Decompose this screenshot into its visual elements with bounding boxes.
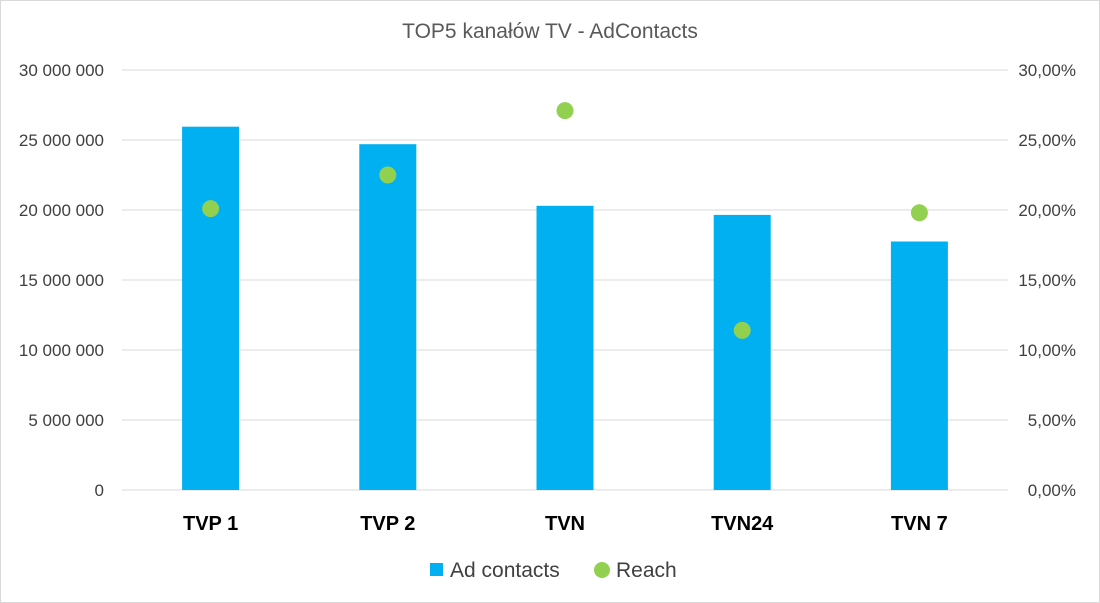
reach-points — [202, 102, 928, 339]
right-axis-tick-label: 0,00% — [1028, 481, 1076, 500]
reach-point — [379, 166, 397, 184]
reach-point — [202, 200, 220, 218]
category-label: TVN 7 — [891, 513, 948, 535]
reach-point — [733, 321, 751, 339]
left-axis-tick-label: 20 000 000 — [19, 201, 104, 220]
right-axis-tick-label: 20,00% — [1018, 201, 1076, 220]
left-axis-tick-label: 30 000 000 — [19, 61, 104, 80]
reach-point — [556, 102, 574, 120]
reach-point — [910, 204, 928, 222]
legend-reach-label: Reach — [616, 559, 677, 582]
legend-reach-swatch — [594, 562, 610, 578]
legend-ad-contacts-label: Ad contacts — [450, 559, 560, 582]
right-axis-tick-label: 10,00% — [1018, 341, 1076, 360]
bar — [536, 205, 594, 491]
bar — [890, 241, 948, 490]
category-label: TVP 1 — [183, 513, 238, 535]
right-axis-tick-label: 30,00% — [1018, 61, 1076, 80]
category-label: TVN24 — [711, 513, 774, 535]
left-axis-tick-label: 15 000 000 — [19, 271, 104, 290]
bar — [359, 144, 417, 490]
left-axis-tick-label: 10 000 000 — [19, 341, 104, 360]
left-axis-tick-label: 25 000 000 — [19, 131, 104, 150]
chart-title: TOP5 kanałów TV - AdContacts — [402, 20, 698, 43]
left-axis-tick-label: 0 — [95, 481, 104, 500]
right-axis-ticks: 0,00% 5,00% 10,00% 15,00% 20,00% 25,00% 30,00% — [1018, 61, 1076, 500]
bar — [182, 126, 240, 490]
right-axis-tick-label: 5,00% — [1028, 411, 1076, 430]
right-axis-tick-label: 25,00% — [1018, 131, 1076, 150]
left-axis-ticks: 0 5 000 000 10 000 000 15 000 000 20 000 000… — [19, 61, 104, 500]
category-label: TVP 2 — [360, 513, 415, 535]
category-labels: TVP 1 TVP 2 TVN TVN24 TVN 7 — [183, 513, 948, 535]
ad-contacts-bars — [182, 126, 948, 491]
left-axis-tick-label: 5 000 000 — [28, 411, 104, 430]
right-axis-tick-label: 15,00% — [1018, 271, 1076, 290]
legend-ad-contacts-swatch — [430, 563, 443, 576]
legend: Ad contacts Reach — [430, 559, 677, 582]
bar — [713, 214, 771, 490]
category-label: TVN — [545, 513, 585, 535]
